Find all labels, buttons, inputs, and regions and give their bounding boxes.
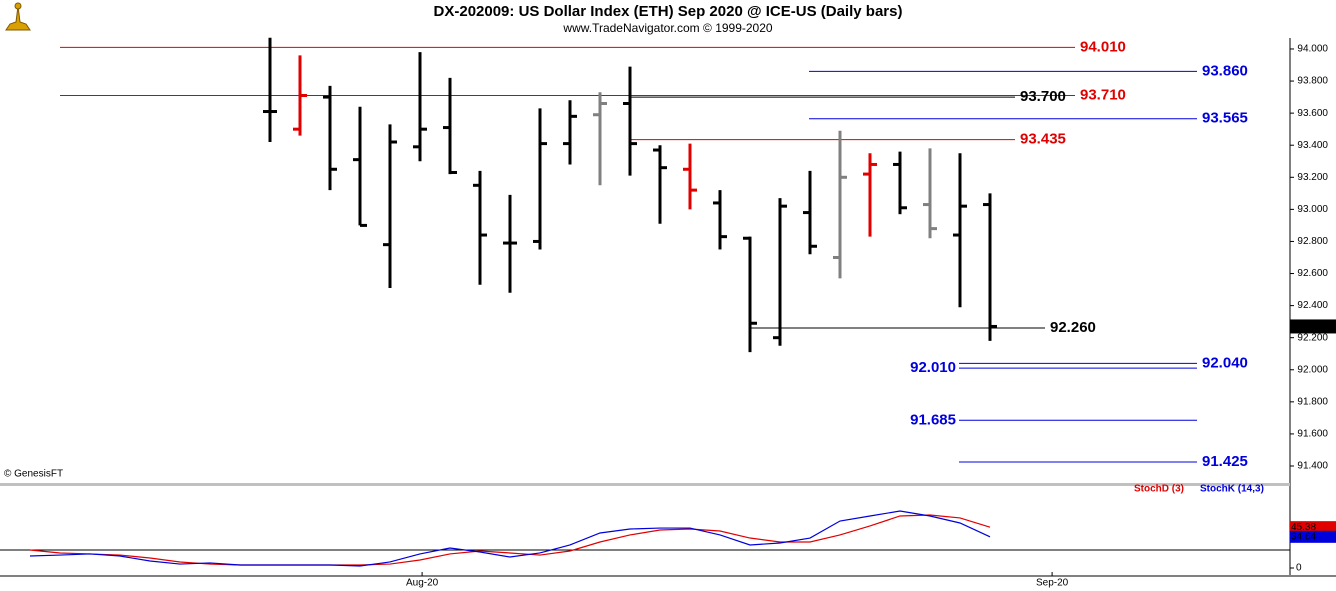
level-label: 93.565 — [1202, 110, 1248, 127]
last-price-box — [1290, 319, 1336, 334]
y-tick-label: 93.000 — [1297, 204, 1328, 215]
y-tick-label: 91.800 — [1297, 396, 1328, 407]
chart-title: DX-202009: US Dollar Index (ETH) Sep 202… — [434, 3, 903, 20]
logo — [5, 2, 31, 31]
last-value-label: 34.64 — [1291, 531, 1316, 542]
level-label: 92.040 — [1202, 354, 1248, 371]
legend-entry: StochD (3) — [1134, 484, 1184, 495]
last-price-label: 92.270 — [1292, 321, 1323, 332]
x-tick-label: Aug-20 — [406, 578, 439, 589]
y-tick-label: 91.600 — [1297, 429, 1328, 440]
y-tick-label: 92.000 — [1297, 364, 1328, 375]
y-tick-label: 94.000 — [1297, 44, 1328, 55]
level-label: 93.710 — [1080, 86, 1126, 103]
y-tick-label: 0 — [1296, 563, 1302, 574]
level-label: 93.700 — [1020, 88, 1066, 105]
level-label: 91.685 — [910, 411, 956, 428]
last-value-box — [1290, 530, 1336, 543]
y-tick-label: 92.200 — [1297, 332, 1328, 343]
x-tick-label: Sep-20 — [1036, 578, 1069, 589]
y-tick-label: 93.600 — [1297, 108, 1328, 119]
y-tick-label: 92.400 — [1297, 300, 1328, 311]
source-note: © GenesisFT — [4, 469, 63, 480]
y-tick-label: 93.200 — [1297, 172, 1328, 183]
level-label: 93.860 — [1202, 62, 1248, 79]
level-label: 92.010 — [910, 359, 956, 376]
level-label: 94.010 — [1080, 38, 1126, 55]
last-value-label: 45.38 — [1291, 522, 1316, 533]
legend-entry: StochK (14,3) — [1200, 484, 1264, 495]
level-label: 92.260 — [1050, 319, 1096, 336]
last-value-box — [1290, 521, 1336, 534]
stoch-line — [29, 510, 991, 567]
panel-separator — [0, 483, 1290, 486]
y-tick-label: 93.400 — [1297, 140, 1328, 151]
level-label: 93.435 — [1020, 131, 1066, 148]
y-tick-label: 92.600 — [1297, 268, 1328, 279]
y-tick-label: 91.400 — [1297, 461, 1328, 472]
chart-subtitle: www.TradeNavigator.com © 1999-2020 — [562, 21, 772, 35]
stoch-line — [29, 514, 991, 566]
level-label: 91.425 — [1202, 453, 1248, 470]
y-tick-label: 93.800 — [1297, 76, 1328, 87]
y-tick-label: 92.800 — [1297, 236, 1328, 247]
